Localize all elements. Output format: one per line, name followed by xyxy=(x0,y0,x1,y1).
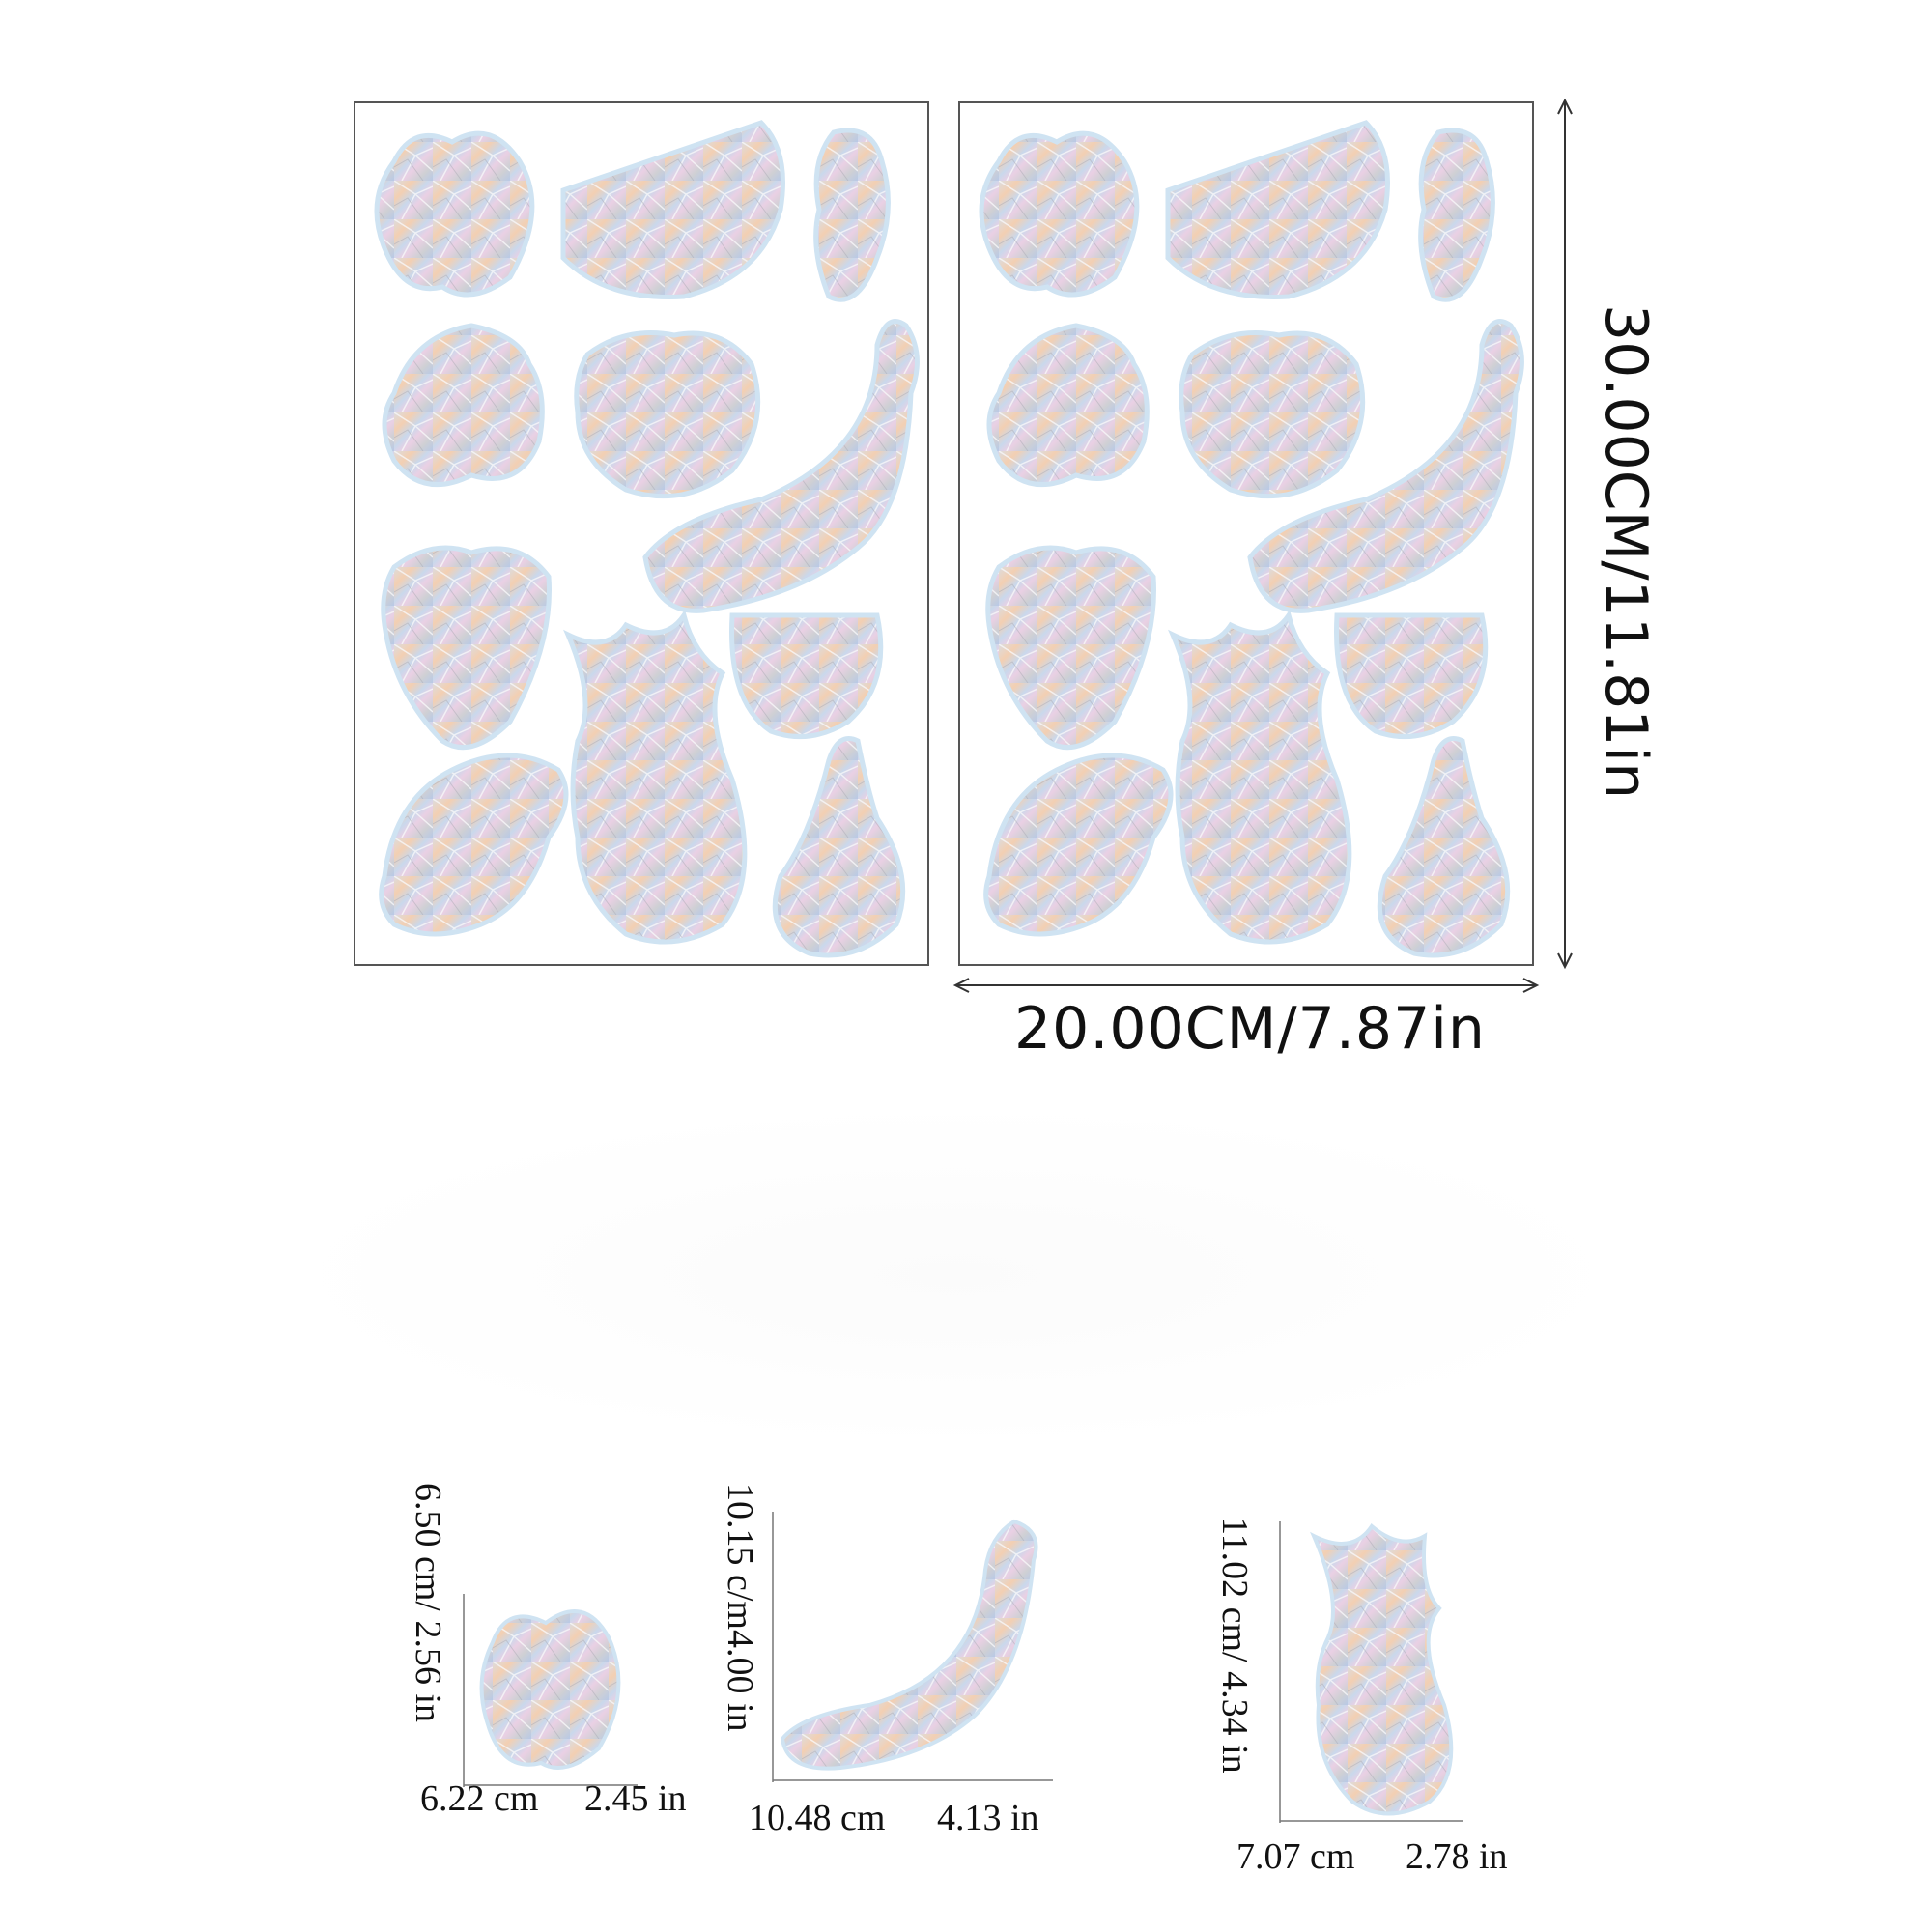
sheet-width-label: 20.00CM/7.87in xyxy=(1014,995,1486,1063)
grapes-sticker xyxy=(379,753,569,937)
right-sheet xyxy=(958,101,1534,966)
banana-width-cm: 10.48 cm xyxy=(749,1798,886,1838)
banana-height-label: 10.15 c/m4.00 in xyxy=(720,1483,760,1732)
pear-sticker xyxy=(1377,736,1511,958)
banana-sticker xyxy=(642,319,920,613)
pineapple-width-cm: 7.07 cm xyxy=(1236,1836,1355,1877)
left-sheet xyxy=(354,101,929,966)
orange-slice-sticker xyxy=(1334,612,1489,740)
banana-detail-sticker xyxy=(772,1512,1053,1782)
pear-sticker xyxy=(772,736,906,958)
grapes-sticker xyxy=(983,753,1174,937)
sheet-height-label: 30.00CM/11.81in xyxy=(1592,304,1660,800)
apple-width-in: 2.45 in xyxy=(584,1778,687,1819)
strawberry-sticker xyxy=(381,545,552,751)
height-arrow xyxy=(1557,98,1573,970)
strawberry-sticker xyxy=(985,545,1156,751)
watermelon-slice-sticker xyxy=(560,120,785,299)
watermelon-slice-sticker xyxy=(1165,120,1390,299)
apple-sticker xyxy=(979,130,1140,298)
width-arrow xyxy=(952,978,1540,993)
background-glow xyxy=(270,1101,1642,1449)
pineapple-width-in: 2.78 in xyxy=(1406,1836,1508,1877)
pineapple-sticker xyxy=(1168,609,1352,945)
tomato-sticker xyxy=(574,330,761,499)
banana-width-in: 4.13 in xyxy=(937,1798,1039,1838)
apple-width-cm: 6.22 cm xyxy=(420,1778,539,1819)
chili-pepper-sticker xyxy=(813,128,891,302)
apple-detail-sticker xyxy=(463,1594,638,1787)
cherries-sticker xyxy=(986,323,1150,488)
tomato-sticker xyxy=(1179,330,1366,499)
orange-slice-sticker xyxy=(729,612,884,740)
cherries-sticker xyxy=(382,323,545,488)
apple-height-label: 6.50 cm/ 2.56 in xyxy=(408,1483,448,1723)
banana-sticker xyxy=(1247,319,1524,613)
pineapple-detail-sticker xyxy=(1279,1521,1463,1823)
pineapple-height-label: 11.02 cm/ 4.34 in xyxy=(1214,1517,1255,1774)
right-sheet-stickers xyxy=(979,120,1524,958)
pineapple-sticker xyxy=(563,609,748,945)
apple-sticker xyxy=(374,130,535,298)
left-sheet-stickers xyxy=(374,120,920,958)
chili-pepper-sticker xyxy=(1418,128,1495,302)
